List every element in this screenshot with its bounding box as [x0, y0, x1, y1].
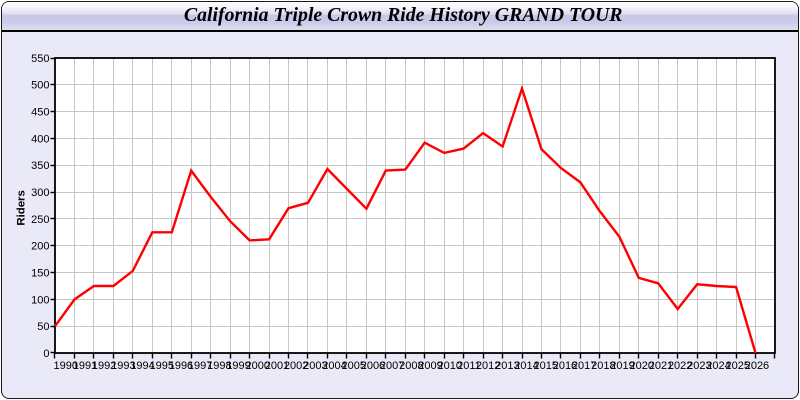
- svg-text:100: 100: [31, 294, 49, 306]
- svg-text:2005: 2005: [342, 360, 366, 372]
- svg-text:1994: 1994: [130, 360, 154, 372]
- svg-text:200: 200: [31, 241, 49, 253]
- svg-text:350: 350: [31, 160, 49, 172]
- svg-text:2013: 2013: [495, 360, 519, 372]
- svg-text:1998: 1998: [207, 360, 231, 372]
- svg-text:2023: 2023: [687, 360, 711, 372]
- svg-text:550: 550: [31, 53, 49, 65]
- svg-text:2007: 2007: [380, 360, 404, 372]
- svg-text:2004: 2004: [322, 360, 346, 372]
- svg-text:1993: 1993: [111, 360, 135, 372]
- svg-text:2000: 2000: [246, 360, 270, 372]
- svg-text:2015: 2015: [534, 360, 558, 372]
- svg-text:2012: 2012: [476, 360, 500, 372]
- svg-text:1991: 1991: [73, 360, 97, 372]
- svg-text:2025: 2025: [726, 360, 750, 372]
- svg-text:250: 250: [31, 214, 49, 226]
- svg-text:2011: 2011: [457, 360, 481, 372]
- svg-text:1996: 1996: [169, 360, 193, 372]
- svg-text:2017: 2017: [572, 360, 596, 372]
- svg-text:1990: 1990: [54, 360, 78, 372]
- svg-text:2019: 2019: [610, 360, 634, 372]
- svg-text:150: 150: [31, 267, 49, 279]
- svg-text:2010: 2010: [438, 360, 462, 372]
- svg-text:2001: 2001: [265, 360, 289, 372]
- svg-text:50: 50: [37, 321, 49, 333]
- svg-text:2006: 2006: [361, 360, 385, 372]
- svg-text:500: 500: [31, 80, 49, 92]
- svg-text:300: 300: [31, 187, 49, 199]
- svg-text:2009: 2009: [418, 360, 442, 372]
- svg-text:Riders: Riders: [16, 190, 28, 225]
- svg-text:400: 400: [31, 133, 49, 145]
- svg-text:2018: 2018: [591, 360, 615, 372]
- svg-text:1995: 1995: [150, 360, 174, 372]
- svg-text:2024: 2024: [706, 360, 730, 372]
- svg-text:1992: 1992: [92, 360, 116, 372]
- svg-text:450: 450: [31, 107, 49, 119]
- svg-text:2008: 2008: [399, 360, 423, 372]
- svg-text:0: 0: [43, 348, 49, 360]
- svg-text:2002: 2002: [284, 360, 308, 372]
- svg-text:2020: 2020: [630, 360, 654, 372]
- svg-text:2021: 2021: [649, 360, 673, 372]
- svg-text:1997: 1997: [188, 360, 212, 372]
- svg-text:1999: 1999: [226, 360, 250, 372]
- svg-text:2014: 2014: [514, 360, 538, 372]
- svg-text:2026: 2026: [745, 360, 769, 372]
- svg-text:2003: 2003: [303, 360, 327, 372]
- svg-text:2022: 2022: [668, 360, 692, 372]
- svg-text:2016: 2016: [553, 360, 577, 372]
